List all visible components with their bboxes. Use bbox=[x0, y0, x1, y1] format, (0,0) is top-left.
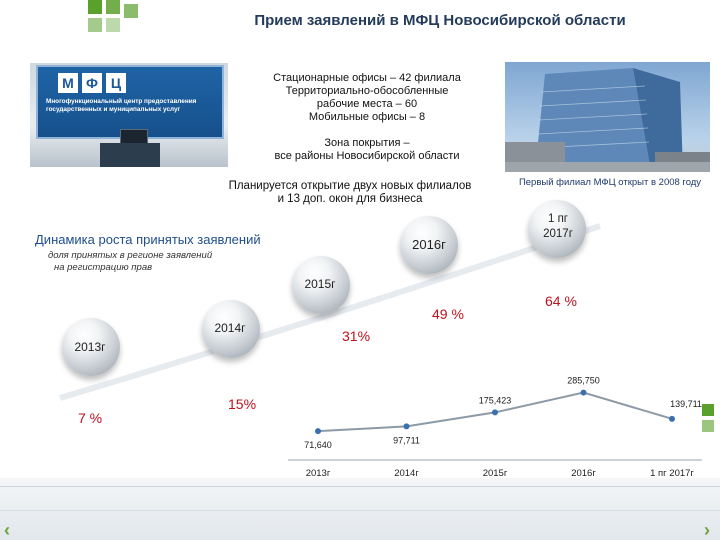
decor-square bbox=[106, 0, 120, 14]
page-title: Прием заявлений в МФЦ Новосибирской обла… bbox=[254, 12, 626, 29]
plan-line: Планируется открытие двух новых филиалов bbox=[228, 180, 472, 192]
decor-square bbox=[124, 4, 138, 18]
milestone-percent: 49 % bbox=[432, 306, 464, 322]
milestone-percent: 7 % bbox=[78, 410, 103, 426]
milestone-label: 2014г bbox=[214, 321, 246, 335]
offices-line: Мобильные офисы – 8 bbox=[308, 111, 426, 123]
chart-tick-label: 2014г bbox=[394, 468, 419, 479]
milestone-label-line: 2017г bbox=[543, 228, 573, 240]
milestone-sphere bbox=[202, 300, 260, 358]
milestone-sphere bbox=[400, 216, 458, 274]
logo-letter: Ц bbox=[106, 73, 126, 93]
chart-value-label: 139,711 bbox=[670, 399, 702, 409]
chart-point bbox=[669, 415, 675, 422]
coverage-line: Зона покрытия – bbox=[324, 137, 410, 149]
decor-square bbox=[88, 18, 102, 32]
building-caption: Первый филиал МФЦ открыт в 2008 году bbox=[518, 177, 702, 188]
chart-tick-label: 2016г bbox=[571, 468, 596, 479]
chart-tick-label: 1 пг 2017г bbox=[650, 468, 694, 479]
nav-right-icon[interactable]: › bbox=[704, 520, 710, 540]
chart-value-label: 175,423 bbox=[479, 395, 512, 405]
desk-icon bbox=[100, 143, 160, 167]
milestone-percent: 64 % bbox=[545, 293, 577, 309]
dynamics-subtitle: доля принятых в регионе заявлений на рег… bbox=[48, 250, 268, 274]
chart-tick-label: 2013г bbox=[306, 468, 331, 479]
milestone-percent: 31% bbox=[342, 328, 371, 344]
chart-point bbox=[492, 409, 498, 416]
plan-line: и 13 доп. окон для бизнеса bbox=[277, 193, 423, 205]
offices-line: рабочие места – 60 bbox=[316, 98, 418, 110]
decor-square bbox=[88, 0, 102, 14]
dynamics-subtitle-line: на регистрацию прав bbox=[54, 262, 153, 273]
decor-square bbox=[702, 420, 714, 432]
decor-square bbox=[106, 18, 120, 32]
chart-value-label: 285,750 bbox=[567, 376, 600, 386]
offices-info: Стационарные офисы – 42 филиала Территор… bbox=[232, 72, 502, 124]
growth-arrow bbox=[58, 220, 602, 404]
coverage-info: Зона покрытия – все районы Новосибирской… bbox=[232, 137, 502, 163]
offices-line: Территориально-обособленные bbox=[285, 85, 449, 97]
coverage-line: все районы Новосибирской области bbox=[274, 150, 460, 162]
building-photo bbox=[505, 62, 710, 172]
building-icon bbox=[505, 68, 710, 172]
milestone-label: 1 пг 2017г bbox=[518, 212, 598, 242]
sign-text: Многофункциональный центр предоставления… bbox=[46, 98, 197, 113]
dynamics-subtitle-line: доля принятых в регионе заявлений bbox=[48, 250, 213, 261]
footer-band bbox=[0, 478, 720, 540]
milestone-sphere bbox=[62, 318, 120, 376]
chart-point bbox=[580, 389, 587, 396]
offices-line: Стационарные офисы – 42 филиала bbox=[273, 72, 461, 84]
chart-point bbox=[315, 428, 321, 435]
logo-letter: Ф bbox=[82, 73, 102, 93]
milestone-percent: 15% bbox=[228, 396, 257, 412]
chart-tick-label: 2015г bbox=[483, 468, 508, 479]
dynamics-title: Динамика роста принятых заявлений bbox=[35, 232, 261, 247]
chart-value-label: 71,640 bbox=[304, 440, 332, 450]
plan-info: Планируется открытие двух новых филиалов… bbox=[205, 180, 495, 206]
milestone-sphere bbox=[292, 256, 350, 314]
milestone-label: 2013г bbox=[74, 340, 106, 354]
milestone-label: 2015г bbox=[304, 277, 336, 291]
footer-line bbox=[0, 510, 720, 511]
chart-point bbox=[403, 423, 410, 430]
milestone-sphere bbox=[528, 200, 586, 258]
chart-value-label: 97,711 bbox=[393, 435, 420, 445]
mfc-sign: М Ф Ц Многофункциональный центр предоста… bbox=[36, 65, 224, 139]
logo-letter: М bbox=[58, 73, 78, 93]
milestone-label: 2016г bbox=[412, 237, 446, 252]
decor-square bbox=[702, 404, 714, 416]
footer-line bbox=[0, 486, 720, 487]
office-photo: М Ф Ц Многофункциональный центр предоста… bbox=[30, 63, 228, 167]
milestone-label-line: 1 пг bbox=[547, 213, 568, 225]
nav-left-icon[interactable]: ‹ bbox=[4, 520, 10, 540]
applications-chart: 71,640 2013г 97,711 2014г 175,423 2015г 285,75… bbox=[288, 376, 702, 479]
